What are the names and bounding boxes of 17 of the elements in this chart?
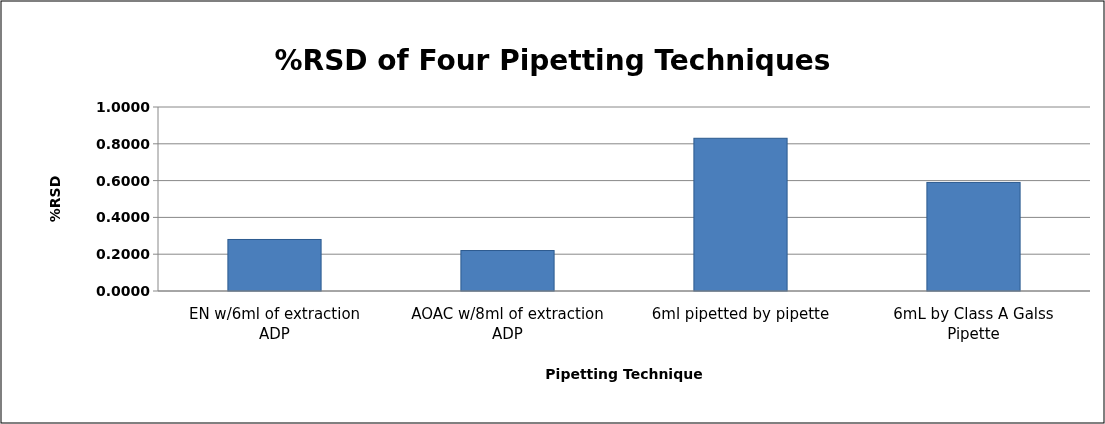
y-tick-label: 0.2000 [95,246,151,263]
bar [693,137,788,292]
x-axis-title: Pipetting Technique [545,366,703,382]
x-tick-label: EN w/6ml of extraction ADP [188,305,361,343]
bar [926,181,1021,292]
y-tick-label: 0.6000 [95,172,151,189]
x-tick-label: 6mL by Class A Galss Pipette [893,305,1054,343]
bar [227,238,322,292]
y-axis-title: %RSD [47,175,63,223]
y-tick-label: 0.0000 [95,282,151,299]
chart-title: %RSD of Four Pipetting Techniques [274,44,831,77]
x-tick-label: 6ml pipetted by pipette [651,305,830,323]
y-tick-label: 1.0000 [95,98,151,115]
y-tick-label: 0.4000 [95,209,151,226]
bar [460,250,555,292]
y-tick-label: 0.8000 [95,135,151,152]
x-tick-label: AOAC w/8ml of extraction ADP [411,305,604,343]
